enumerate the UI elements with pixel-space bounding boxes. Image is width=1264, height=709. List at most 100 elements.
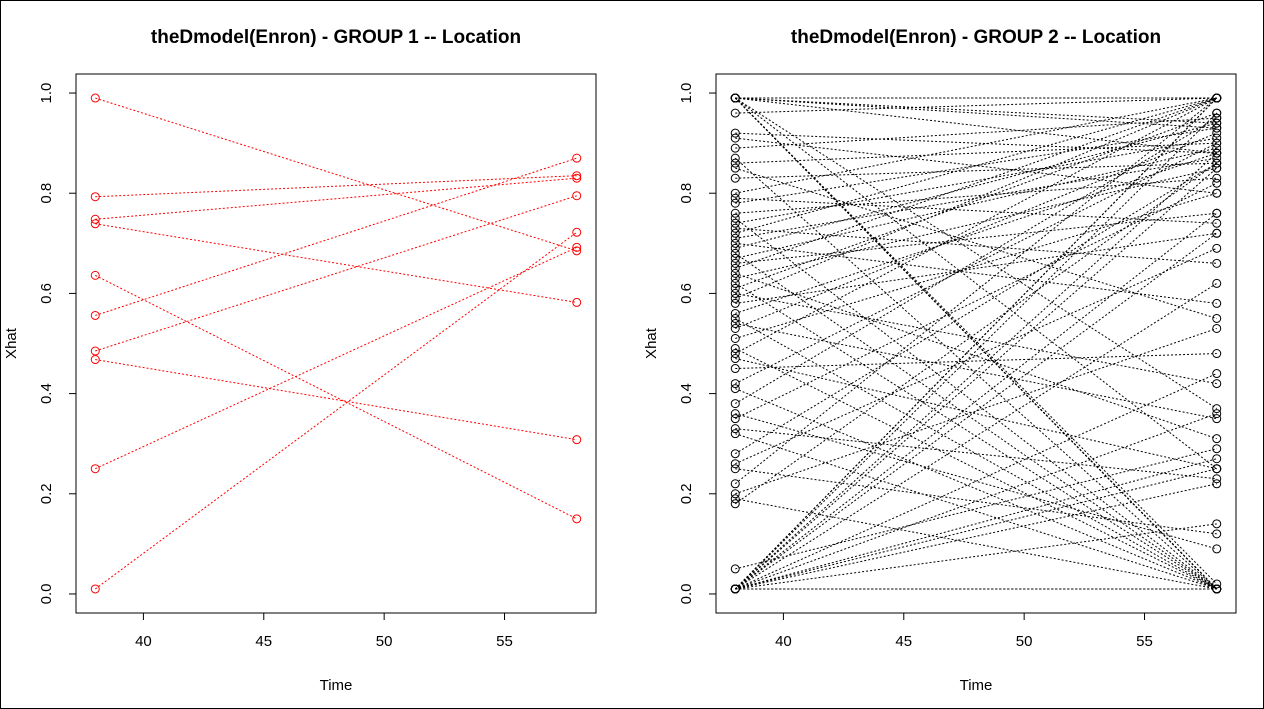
series-line	[735, 97, 1217, 129]
data-point	[730, 308, 740, 318]
data-point	[1212, 258, 1222, 268]
data-point	[1212, 178, 1222, 188]
data-point	[572, 435, 582, 445]
series-line	[735, 97, 1217, 354]
data-point	[1212, 218, 1222, 228]
data-point	[1212, 143, 1222, 153]
data-point	[1212, 474, 1222, 484]
plot-area-box	[75, 73, 597, 614]
data-point	[730, 384, 740, 394]
series-line	[735, 413, 1217, 550]
chart-title: theDmodel(Enron) - GROUP 1 -- Location	[151, 27, 521, 48]
series-line	[735, 97, 1217, 269]
series-line	[735, 232, 1217, 304]
data-point	[90, 214, 100, 224]
series-line	[735, 162, 1217, 179]
data-point	[572, 297, 582, 307]
data-point	[730, 424, 740, 434]
data-point	[1212, 123, 1222, 133]
data-point	[730, 258, 740, 268]
data-point	[90, 310, 100, 320]
data-point	[730, 409, 740, 419]
data-point	[730, 288, 740, 298]
series-line	[735, 448, 1217, 570]
data-point	[730, 238, 740, 248]
data-point	[1212, 519, 1222, 529]
data-point	[730, 494, 740, 504]
x-axis-label: Time	[960, 677, 993, 694]
series-line	[735, 97, 1217, 124]
data-point	[730, 379, 740, 389]
data-point	[730, 499, 740, 509]
series-line	[735, 132, 1217, 329]
data-point	[730, 584, 740, 594]
data-point	[730, 313, 740, 323]
data-point	[1212, 148, 1222, 158]
data-point	[1212, 118, 1222, 128]
data-point	[730, 298, 740, 308]
series-line	[95, 157, 577, 316]
data-point	[730, 133, 740, 143]
series-line	[735, 137, 1217, 194]
data-point	[1212, 379, 1222, 389]
data-point	[1212, 93, 1222, 103]
x-tick-label: 45	[255, 633, 272, 650]
series-line	[734, 112, 1218, 590]
data-point	[1212, 409, 1222, 419]
data-point	[1212, 349, 1222, 359]
data-point	[572, 514, 582, 524]
data-point	[730, 479, 740, 489]
series-line	[95, 175, 577, 198]
y-tick-label: 0.2	[678, 483, 695, 504]
data-point	[730, 489, 740, 499]
data-point	[730, 108, 740, 118]
series-line	[735, 212, 1217, 264]
data-point	[90, 93, 100, 103]
series-line	[734, 217, 1218, 590]
x-tick-label: 40	[135, 633, 152, 650]
data-point	[1212, 584, 1222, 594]
data-point	[730, 564, 740, 574]
x-tick-label: 45	[895, 633, 912, 650]
series-line	[94, 231, 578, 590]
series-line	[735, 192, 1217, 339]
series-line	[735, 468, 1217, 535]
series-line	[735, 142, 1217, 385]
data-point	[1212, 479, 1222, 489]
series-line	[734, 232, 1218, 590]
series-line	[735, 318, 1217, 590]
data-point	[730, 218, 740, 228]
data-point	[730, 233, 740, 243]
data-point	[730, 344, 740, 354]
y-tick-label: 0.0	[678, 584, 695, 605]
series-line	[95, 195, 577, 352]
data-point	[90, 355, 100, 365]
data-point	[1212, 369, 1222, 379]
series-line	[735, 242, 1217, 304]
data-point	[1212, 108, 1222, 118]
data-point	[572, 153, 582, 163]
data-point	[730, 153, 740, 163]
data-point	[1212, 128, 1222, 138]
series-line	[735, 468, 1217, 590]
data-point	[572, 171, 582, 181]
data-point	[730, 253, 740, 263]
data-point	[730, 464, 740, 474]
data-point	[730, 354, 740, 364]
series-line	[735, 272, 1217, 440]
series-line	[735, 117, 1217, 405]
series-line	[734, 97, 1218, 590]
series-line	[735, 147, 1217, 259]
series-line	[735, 97, 1217, 234]
y-tick-label: 1.0	[38, 83, 55, 104]
x-axis-label: Time	[320, 677, 353, 694]
data-point	[730, 248, 740, 258]
data-point	[1212, 444, 1222, 454]
series-line	[735, 157, 1217, 239]
data-point	[730, 193, 740, 203]
data-point	[1212, 153, 1222, 163]
series-line	[95, 274, 577, 520]
chart-panel-2: theDmodel(Enron) - GROUP 2 -- Location 40…	[643, 27, 1237, 694]
data-point	[730, 364, 740, 374]
y-tick-label: 0.4	[38, 383, 55, 404]
